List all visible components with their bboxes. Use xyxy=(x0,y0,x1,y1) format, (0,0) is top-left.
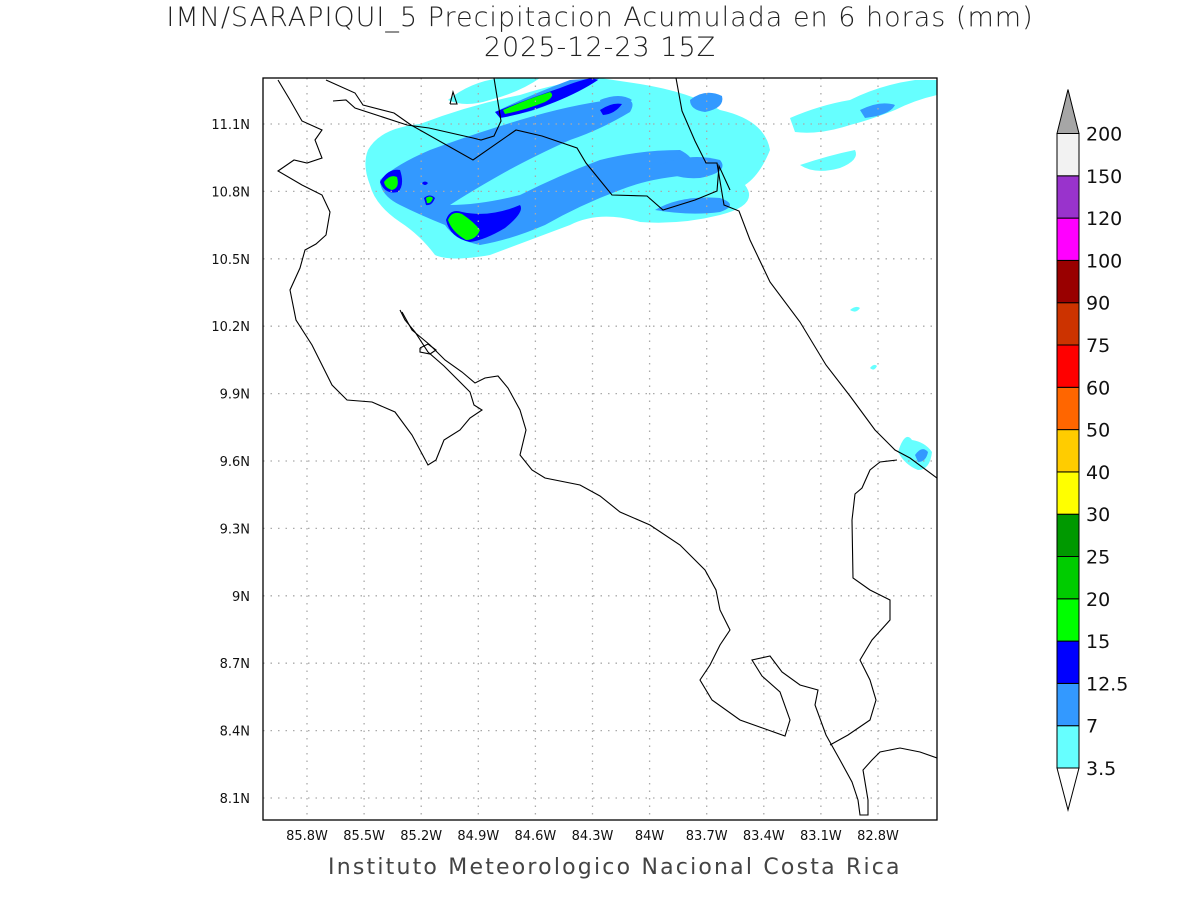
lon-tick-label: 83.4W xyxy=(743,829,785,844)
precip-3.5-7-spot2 xyxy=(870,364,877,370)
colorbar-label: 15 xyxy=(1086,631,1110,653)
colorbar-label: 12.5 xyxy=(1086,673,1128,695)
precip-15-20-b xyxy=(448,212,480,240)
caribbean-coast xyxy=(675,78,937,479)
lon-tick-label: 85.5W xyxy=(343,829,385,844)
precip-3.5-7-east2 xyxy=(800,150,856,171)
lon-tick-label: 85.2W xyxy=(400,829,442,844)
precip-3.5-7-spot xyxy=(850,306,860,312)
precip-3.5-7-east3 xyxy=(700,174,745,192)
lon-tick-label: 83.1W xyxy=(800,829,842,844)
colorbar-box xyxy=(1056,259,1080,304)
colorbar: 3.5 7 12.5 15 20 25 30 40 50 60 75 90 100 120 150 200 xyxy=(1056,89,1128,812)
colorbar-box xyxy=(1056,682,1080,727)
precip-15-20-a xyxy=(384,176,398,190)
map-title: IMN/SARAPIQUI_5 Precipitacion Acumulada … xyxy=(166,2,1034,33)
colorbar-box xyxy=(1056,429,1080,473)
lon-tick-label: 84.9W xyxy=(457,829,499,844)
colorbar-label: 60 xyxy=(1086,377,1110,399)
colorbar-label: 50 xyxy=(1086,420,1110,442)
colorbar-label: 120 xyxy=(1086,208,1122,230)
map-frame xyxy=(262,77,938,821)
colorbar-label: 3.5 xyxy=(1086,758,1116,780)
lon-tick-label: 85.8W xyxy=(286,829,328,844)
precip-7-12.5-sw xyxy=(655,197,730,214)
lat-tick-label: 10.5N xyxy=(211,253,250,268)
precip-12.5-15-d xyxy=(422,181,428,185)
colorbar-box xyxy=(1056,302,1080,346)
precip-15-20-north xyxy=(503,92,553,114)
colorbar-box xyxy=(1056,217,1080,261)
colorbar-box xyxy=(1056,471,1080,515)
colorbar-box xyxy=(1056,386,1080,431)
panama-border xyxy=(829,459,898,746)
colorbar-label: 200 xyxy=(1086,124,1122,146)
lat-tick-label: 11.1N xyxy=(211,118,250,133)
lon-tick-label: 83.7W xyxy=(686,829,728,844)
chira-island xyxy=(419,343,437,355)
colorbar-box xyxy=(1056,640,1080,684)
lat-tick-label: 10.8N xyxy=(211,185,250,200)
colorbar-label: 30 xyxy=(1086,504,1110,526)
colorbar-label: 40 xyxy=(1086,462,1110,484)
lon-tick-label: 84.6W xyxy=(514,829,556,844)
colorbar-box xyxy=(1056,556,1080,600)
lon-tick-label: 84.3W xyxy=(572,829,614,844)
precip-7-12.5-east xyxy=(860,103,895,118)
latitude-labels: 11.1N 10.8N 10.5N 10.2N 9.9N 9.6N 9.3N 9N 8.7N 8.… xyxy=(211,118,250,807)
precip-7-12.5-se xyxy=(915,449,928,462)
precipitation-field xyxy=(365,78,937,470)
colorbar-above-triangle xyxy=(1056,89,1080,134)
lat-tick-label: 8.7N xyxy=(220,657,250,672)
colorbar-label: 150 xyxy=(1086,166,1122,188)
colorbar-box xyxy=(1056,598,1080,642)
lat-tick-label: 8.4N xyxy=(220,725,250,740)
colorbar-label: 75 xyxy=(1086,335,1110,357)
lat-tick-label: 10.2N xyxy=(211,320,250,335)
precip-12.5-15-e xyxy=(600,103,622,115)
precip-15-20-c xyxy=(426,196,433,204)
colorbar-label: 90 xyxy=(1086,293,1110,315)
colorbar-box xyxy=(1056,175,1080,219)
precip-3.5-7-north xyxy=(448,78,540,104)
lat-tick-label: 9.9N xyxy=(220,388,250,403)
colorbar-box xyxy=(1056,513,1080,558)
gulf-nicoya-east-shore xyxy=(401,311,937,816)
colorbar-label: 7 xyxy=(1086,716,1098,738)
lat-tick-label: 9.3N xyxy=(220,522,250,537)
colorbar-box xyxy=(1056,133,1080,177)
pacific-coast xyxy=(276,79,484,466)
lon-tick-label: 82.8W xyxy=(857,829,899,844)
coastlines-borders xyxy=(276,78,937,816)
nicaragua-border xyxy=(325,79,731,211)
precip-7-12.5-mid xyxy=(660,156,723,179)
lat-tick-label: 9N xyxy=(232,590,250,605)
precip-7-12.5-band xyxy=(380,98,694,245)
colorbar-label: 20 xyxy=(1086,589,1110,611)
footer-credit: Instituto Meteorologico Nacional Costa R… xyxy=(328,855,902,880)
lake-nicaragua-shore xyxy=(332,78,502,141)
lat-tick-label: 9.6N xyxy=(220,455,250,470)
map-valid-time: 2025-12-23 15Z xyxy=(483,32,717,63)
colorbar-label: 25 xyxy=(1086,547,1110,569)
lat-tick-label: 8.1N xyxy=(220,792,250,807)
precip-3.5-7-east xyxy=(790,80,937,133)
colorbar-label: 100 xyxy=(1086,250,1122,272)
colorbar-below-triangle xyxy=(1056,767,1080,812)
precip-7-12.5-ne xyxy=(690,92,723,112)
colorbar-box xyxy=(1056,725,1080,769)
precip-3.5-7-se xyxy=(898,436,932,470)
lon-tick-label: 84W xyxy=(635,829,665,844)
longitude-labels: 85.8W 85.5W 85.2W 84.9W 84.6W 84.3W 84W 83.7W 83… xyxy=(286,829,899,844)
colorbar-box xyxy=(1056,344,1080,388)
lake-island xyxy=(449,90,458,105)
